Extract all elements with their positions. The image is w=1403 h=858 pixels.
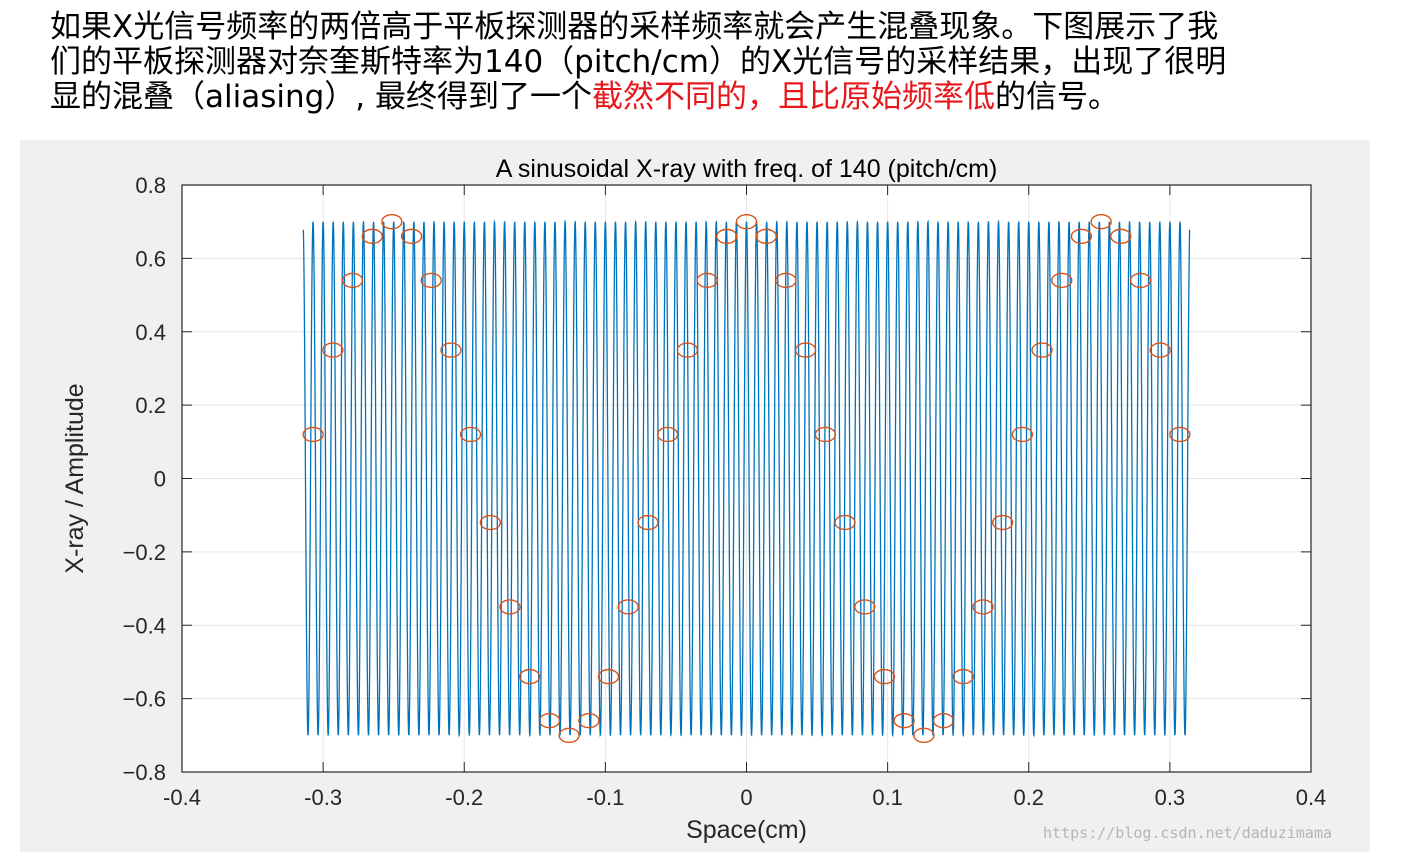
sample-marker [854,599,876,615]
sample-marker [479,514,502,531]
caption-text: 如果X光信号频率的两倍高于平板探测器的采样频率就会产生混叠现象。下图展示了我 们的… [50,10,1350,115]
sample-marker [1011,426,1034,443]
y-tick-label: −0.2 [123,540,166,565]
axis-ticks: -0.4 -0.3 -0.2 -0.1 0 0.1 0.2 0.3 0.4 −0.8 −0.6 −0.… [123,173,1327,810]
x-axis-label: Space(cm) [686,816,807,844]
sample-marker [991,514,1014,531]
sample-marker [952,668,974,685]
sample-marker [794,342,817,358]
y-tick-label: 0.4 [135,320,166,345]
sample-marker [972,599,994,615]
sample-marker [1031,342,1053,358]
sample-marker [420,272,442,289]
y-tick-label: 0.6 [135,246,166,271]
x-tick-label: -0.1 [586,785,624,810]
sample-marker [893,712,915,729]
signal-line-series [302,219,1191,738]
x-tick-label: 0.4 [1296,785,1327,810]
sample-marker [1070,228,1093,245]
caption-segment: 显的混叠（aliasing）, 最终得到了一个 [50,79,593,115]
signal-line [302,219,1191,738]
caption-segment: 们的平板探测器对奈奎斯特率为140（pitch/cm）的X光信号的采样结果，出现… [50,44,1227,80]
sample-marker [676,342,699,358]
x-tick-label: 0 [740,785,752,810]
y-tick-label: 0 [154,467,166,492]
sample-marker [873,668,896,685]
sample-marker [519,668,541,685]
sample-marker [696,272,718,289]
sample-marker [637,514,659,531]
sample-marker [932,712,955,729]
sample-marker [1129,272,1152,289]
y-axis-label: X-ray / Amplitude [61,383,89,573]
sample-marker [341,272,364,289]
sample-marker [361,228,383,245]
sample-marker [400,228,423,245]
watermark-text: https://blog.csdn.net/daduzimama [1043,824,1332,842]
sinusoid-chart: -0.4 -0.3 -0.2 -0.1 0 0.1 0.2 0.3 0.4 −0.8 −0.6 −0.… [61,155,1327,844]
caption-segment: 的信号。 [995,79,1120,115]
x-tick-label: 0.3 [1155,785,1186,810]
y-tick-label: −0.6 [123,687,166,712]
sample-marker [656,426,679,443]
sample-marker [1051,272,1073,289]
sample-marker [1169,426,1191,443]
sample-marker [322,342,344,358]
caption-line: 们的平板探测器对奈奎斯特率为140（pitch/cm）的X光信号的采样结果，出现… [50,45,1350,80]
caption-highlight: 截然不同的，且比原始频率低 [592,79,996,115]
y-tick-label: −0.4 [123,613,166,638]
sample-marker [440,342,462,358]
caption-segment: 如果X光信号频率的两倍高于平板探测器的采样频率就会产生混叠现象。下图展示了我 [50,9,1219,45]
y-tick-label: 0.8 [135,173,166,198]
sample-markers-series [302,213,1191,744]
figure-window: -0.4 -0.3 -0.2 -0.1 0 0.1 0.2 0.3 0.4 −0.8 −0.6 −0.… [20,140,1370,852]
sample-marker [1090,213,1112,230]
sample-marker [597,668,620,685]
sample-marker [578,712,600,729]
x-tick-label: 0.2 [1013,785,1044,810]
chart-title: A sinusoidal X-ray with freq. of 140 (pi… [496,155,998,183]
sample-marker [499,599,521,615]
x-tick-label: -0.3 [304,785,342,810]
y-tick-label: 0.2 [135,393,166,418]
sample-marker [459,426,482,443]
x-tick-label: 0.1 [872,785,903,810]
caption-line: 显的混叠（aliasing）, 最终得到了一个截然不同的，且比原始频率低的信号。 [50,80,1350,115]
x-tick-label: -0.2 [445,785,483,810]
sample-marker [735,213,758,230]
sample-marker [538,712,561,729]
sample-marker [1149,342,1171,358]
sample-marker [381,213,403,230]
y-tick-label: −0.8 [123,760,166,785]
sample-marker [775,272,797,289]
sample-marker [1110,228,1132,245]
sample-marker [302,426,324,443]
sample-marker [814,426,837,443]
sample-marker [834,514,856,531]
sample-marker [716,228,738,245]
sample-marker [558,727,580,744]
x-tick-label: -0.4 [163,785,201,810]
sample-marker [913,727,935,744]
caption-line: 如果X光信号频率的两倍高于平板探测器的采样频率就会产生混叠现象。下图展示了我 [50,10,1350,45]
sample-marker [755,228,777,245]
sample-marker [617,599,639,615]
